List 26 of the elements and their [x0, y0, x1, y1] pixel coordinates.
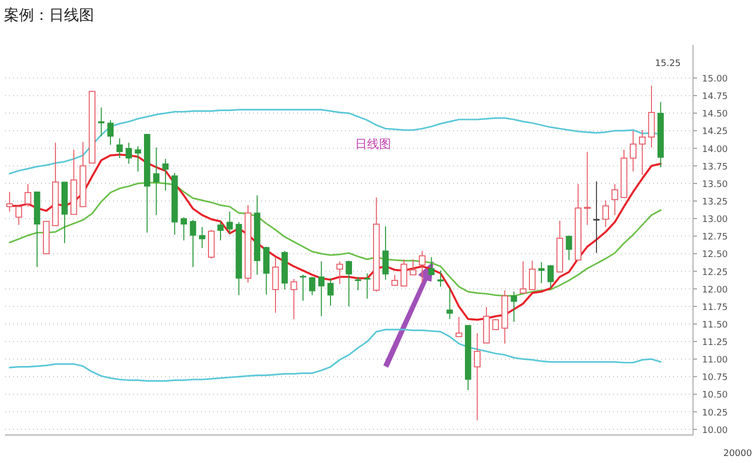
y-tick-label: 13.00 — [702, 215, 728, 226]
y-tick-label: 10.50 — [702, 390, 728, 401]
text: 20000 — [723, 449, 752, 459]
y-tick-label: 11.50 — [702, 320, 728, 330]
y-tick-label: 15.00 — [702, 74, 728, 85]
y-tick-label: 13.25 — [702, 198, 728, 208]
chart-title: 案例：日线图 — [4, 6, 94, 24]
y-tick-label: 10.75 — [702, 373, 728, 384]
y-tick-label: 13.50 — [702, 180, 728, 190]
y-tick-label: 12.00 — [702, 285, 728, 296]
annotation: 15.25 — [655, 59, 681, 69]
y-tick-label: 12.50 — [702, 250, 728, 260]
y-tick-label: 14.75 — [702, 92, 728, 102]
y-tick-label: 11.75 — [702, 302, 728, 313]
y-tick-label: 10.25 — [702, 408, 728, 418]
y-tick-label: 14.50 — [702, 110, 728, 120]
y-tick-label: 12.25 — [702, 268, 728, 278]
line-series — [8, 328, 662, 382]
annotation: 日线图 — [355, 137, 391, 151]
y-tick-label: 14.25 — [702, 127, 728, 138]
y-tick-label: 13.75 — [702, 162, 728, 172]
y-tick-label: 11.25 — [702, 338, 728, 348]
y-tick-label: 12.75 — [702, 232, 728, 243]
y-tick-label: 14.00 — [702, 144, 728, 155]
y-tick-label: 10.00 — [702, 426, 728, 436]
y-tick-label: 11.00 — [702, 356, 728, 366]
